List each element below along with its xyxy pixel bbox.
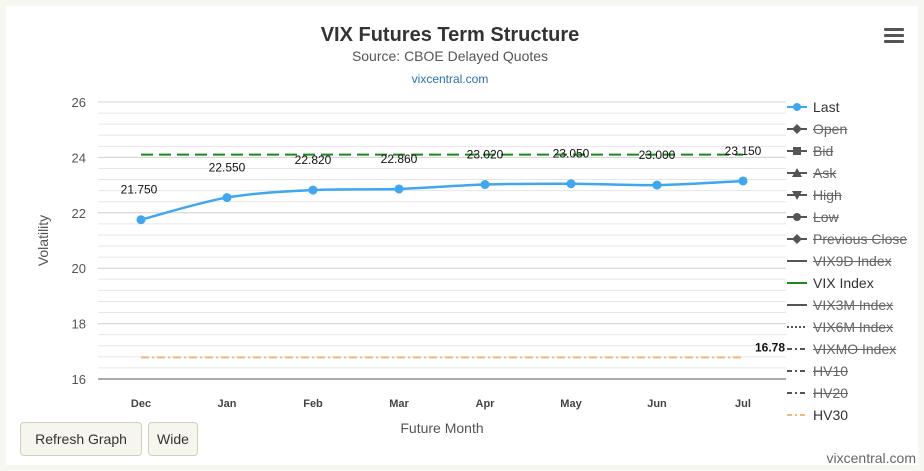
last-point-mar <box>394 184 404 194</box>
y-tick-label: 16 <box>72 372 86 387</box>
legend-label: High <box>813 187 842 203</box>
chart-card: 16 18 20 22 24 26 Dec Jan Feb Mar Apr May Jun Jul Futu… <box>6 6 918 465</box>
last-data-label: 23.050 <box>553 147 590 161</box>
x-axis-title: Future Month <box>400 420 483 436</box>
last-data-label: 22.550 <box>209 161 246 175</box>
last-data-label: 21.750 <box>121 183 158 197</box>
legend-item-vix-index[interactable]: VIX Index <box>786 272 922 294</box>
legend-item-open[interactable]: Open <box>786 118 922 140</box>
source-link[interactable]: vixcentral.com <box>411 72 489 86</box>
legend-symbol <box>787 414 807 416</box>
legend-item-hv30[interactable]: HV30 <box>786 404 922 426</box>
legend-symbol <box>787 392 807 394</box>
legend-label: Last <box>813 99 840 115</box>
legend-label: HV30 <box>813 407 849 423</box>
term-structure-chart: 16 18 20 22 24 26 Dec Jan Feb Mar Apr May Jun Jul Futu… <box>35 95 786 436</box>
chart-subtitle: Source: CBOE Delayed Quotes <box>351 48 549 64</box>
legend-symbol <box>787 191 807 200</box>
x-tick-label: Jun <box>647 398 667 410</box>
legend-label: VIX3M Index <box>813 297 894 313</box>
last-data-label: 23.150 <box>725 144 762 158</box>
legend-symbol <box>787 282 807 284</box>
y-tick-label: 22 <box>72 206 86 221</box>
chart-title: VIX Futures Term Structure <box>320 24 580 46</box>
x-tick-label: Mar <box>389 398 409 410</box>
y-tick-label: 24 <box>72 150 86 165</box>
legend-item-vix6m-index[interactable]: VIX6M Index <box>786 316 922 338</box>
hamburger-menu-icon[interactable] <box>884 28 904 44</box>
legend-symbol <box>787 168 807 177</box>
last-point-may <box>566 179 576 189</box>
x-tick-label: Apr <box>476 398 496 410</box>
legend-item-vix3m-index[interactable]: VIX3M Index <box>786 294 922 316</box>
legend-label: VIX9D Index <box>813 253 892 269</box>
y-axis-title: Volatility <box>35 215 51 266</box>
footer-credit: vixcentral.com <box>826 450 916 466</box>
legend-item-hv20[interactable]: HV20 <box>786 382 922 404</box>
legend-symbol <box>787 304 807 306</box>
legend-item-bid[interactable]: Bid <box>786 140 922 162</box>
x-tick-label: Feb <box>303 398 323 410</box>
legend-symbol <box>787 234 807 244</box>
legend-symbol <box>787 124 807 134</box>
legend-label: Previous Close <box>813 231 908 247</box>
wide-button[interactable]: Wide <box>148 422 198 456</box>
legend-label: HV20 <box>813 385 849 401</box>
chart-legend: Last Open Bid Ask High Low Previous Close VIX9D… <box>786 96 922 426</box>
last-series-line <box>140 179 744 221</box>
legend-symbol <box>787 147 807 155</box>
last-point-jul <box>738 176 748 186</box>
legend-label: Low <box>813 209 839 225</box>
last-data-label: 23.000 <box>639 148 676 162</box>
last-point-dec <box>136 215 146 225</box>
legend-label: VIX6M Index <box>813 319 894 335</box>
legend-item-hv10[interactable]: HV10 <box>786 360 922 382</box>
x-tick-label: May <box>560 398 582 410</box>
legend-symbol <box>787 370 807 372</box>
x-tick-label: Jan <box>218 398 237 410</box>
last-data-label: 22.820 <box>295 153 332 167</box>
y-tick-label: 18 <box>72 317 86 332</box>
x-tick-label: Dec <box>131 398 151 410</box>
legend-symbol <box>787 213 807 221</box>
legend-symbol <box>787 348 807 350</box>
legend-item-vixmo-index[interactable]: VIXMO Index <box>786 338 922 360</box>
legend-item-high[interactable]: High <box>786 184 922 206</box>
hv30-label: 16.78 <box>755 340 785 354</box>
legend-item-low[interactable]: Low <box>786 206 922 228</box>
y-tick-label: 26 <box>72 95 86 110</box>
legend-item-previous-close[interactable]: Previous Close <box>786 228 922 250</box>
legend-label: VIX Index <box>813 275 874 291</box>
legend-symbol <box>787 103 807 111</box>
legend-label: VIXMO Index <box>813 341 897 357</box>
legend-symbol <box>787 260 807 262</box>
y-tick-label: 20 <box>72 261 86 276</box>
legend-item-ask[interactable]: Ask <box>786 162 922 184</box>
refresh-graph-button[interactable]: Refresh Graph <box>20 422 142 456</box>
legend-label: Open <box>813 121 848 137</box>
legend-label: Bid <box>813 143 834 159</box>
legend-item-vix9d-index[interactable]: VIX9D Index <box>786 250 922 272</box>
last-data-label: 22.860 <box>381 152 418 166</box>
legend-symbol <box>787 326 807 328</box>
last-point-apr <box>480 180 490 190</box>
legend-label: HV10 <box>813 363 849 379</box>
legend-item-last[interactable]: Last <box>786 96 922 118</box>
last-point-feb <box>308 185 318 195</box>
legend-label: Ask <box>813 165 837 181</box>
last-point-jun <box>652 180 662 190</box>
last-data-label: 23.020 <box>467 148 504 162</box>
x-tick-label: Jul <box>735 398 751 410</box>
last-point-jan <box>222 193 232 203</box>
